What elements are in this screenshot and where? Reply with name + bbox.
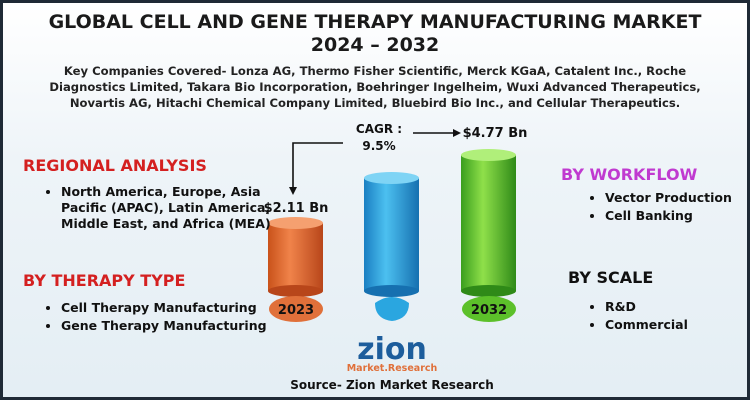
graphic: 2023 2032 $2.11 Bn $4.77 Bn CAGR : 9.5% … <box>264 122 528 392</box>
year-badge <box>269 296 323 322</box>
arrow-head <box>289 187 297 195</box>
source: Source- Zion Market Research <box>290 378 494 392</box>
drop-badge <box>375 297 409 321</box>
list: North America, Europe, Asia Pacific (APA… <box>43 184 271 234</box>
list-item: Gene Therapy Manufacturing <box>61 318 271 334</box>
cagr-value: 9.5% <box>362 139 395 153</box>
cylinder <box>268 217 323 297</box>
section-title: BY SCALE <box>568 268 654 287</box>
list-item: North America, Europe, Asia Pacific (APA… <box>61 184 271 232</box>
list: Cell Therapy Manufacturing Gene Therapy M… <box>43 300 271 336</box>
year-label: 2032 <box>471 303 507 318</box>
section-title: BY THERAPY TYPE <box>23 271 186 290</box>
year-badge <box>462 296 516 322</box>
logo: zion <box>357 332 427 367</box>
list-item: R&D <box>605 299 747 315</box>
list-item: Commercial <box>605 317 747 333</box>
arrow <box>292 142 343 193</box>
companies: Key Companies Covered- Lonza AG, Thermo … <box>49 64 701 110</box>
cylinder <box>364 172 419 297</box>
list-item: Cell Banking <box>605 208 747 224</box>
arrow-head <box>453 129 461 137</box>
cagr-label: CAGR : <box>356 122 402 136</box>
year-label: 2023 <box>278 303 314 318</box>
title: GLOBAL CELL AND GENE THERAPY MANUFACTURI… <box>48 11 702 33</box>
value-label: $4.77 Bn <box>463 126 528 141</box>
list: Vector Production Cell Banking <box>587 190 747 226</box>
value-label: $2.11 Bn <box>264 201 329 216</box>
cylinder <box>461 149 516 297</box>
section-title: BY WORKFLOW <box>561 165 698 184</box>
logo-sub: Market.Research <box>347 363 438 374</box>
section-title: REGIONAL ANALYSIS <box>23 156 207 175</box>
list: R&D Commercial <box>587 299 747 335</box>
title-years: 2024 – 2032 <box>310 34 440 56</box>
list-item: Cell Therapy Manufacturing <box>61 300 271 316</box>
list-item: Vector Production <box>605 190 747 206</box>
